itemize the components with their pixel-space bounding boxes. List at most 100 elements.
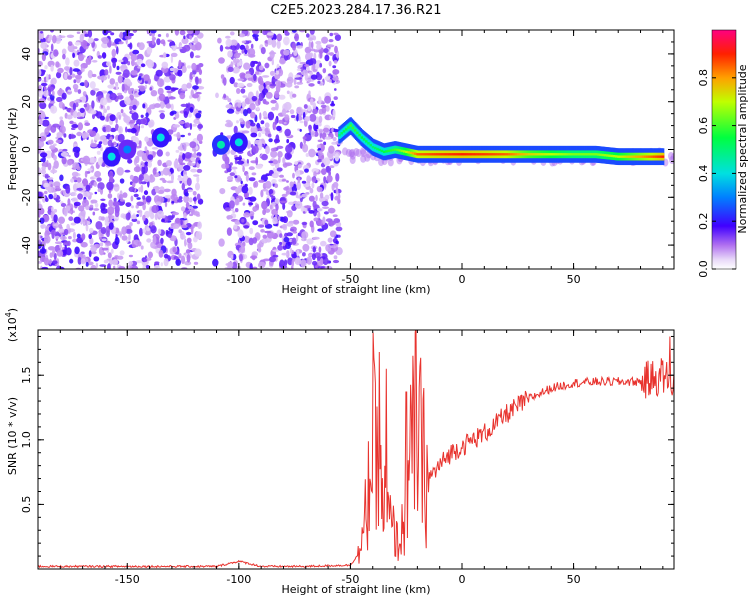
spectrogram-speckle	[273, 78, 278, 82]
spectrogram-speckle	[264, 208, 271, 213]
spectrogram-speckle	[310, 52, 313, 58]
spectrogram-speckle	[174, 161, 179, 169]
spectrogram-speckle	[90, 251, 97, 255]
spectrogram-speckle	[264, 127, 269, 133]
spectrogram-speckle	[124, 96, 131, 106]
spectrogram-speckle	[286, 250, 290, 259]
spectrogram-speckle	[130, 70, 138, 76]
spectrogram-ridge-core	[458, 153, 462, 156]
spectrogram-speckle	[226, 227, 232, 236]
spectrogram-speckle	[187, 65, 191, 69]
spectrogram-speckle	[227, 50, 233, 58]
spectrogram-speckle	[292, 231, 298, 234]
spectrogram-speckle	[171, 201, 175, 204]
spectrogram-speckle	[189, 34, 193, 40]
spectrogram-ridge-core	[581, 153, 585, 156]
spectrogram-speckle	[242, 163, 250, 167]
spectrogram-speckle	[159, 177, 166, 181]
spectrogram-speckle	[172, 247, 177, 253]
spectrogram-speckle	[258, 261, 266, 269]
spectrogram-xtick-label: -50	[341, 273, 359, 286]
spectrogram-speckle	[76, 182, 84, 188]
spectrogram-speckle	[45, 73, 49, 83]
spectrogram-ticks: -150 -100 -50 0 50 -40 -20 0 20 40	[20, 29, 674, 286]
spectrogram-speckle	[252, 237, 258, 244]
spectrogram-speckle	[332, 76, 339, 81]
spectrogram-speckle	[277, 244, 283, 251]
spectrogram-speckle	[309, 187, 314, 194]
spectrogram-blob	[123, 145, 132, 154]
spectrogram-speckle	[163, 76, 171, 83]
spectrogram-speckle	[253, 181, 257, 188]
spectrogram-ridge-core	[445, 153, 448, 156]
spectrogram-ridge-core	[657, 155, 660, 158]
spectrogram-speckle	[59, 244, 62, 249]
spectrogram-speckle	[73, 59, 80, 67]
spectrogram-speckle	[62, 103, 65, 111]
spectrogram-ridge-core	[568, 153, 571, 156]
spectrogram-speckle	[51, 90, 55, 96]
spectrogram-speckle	[195, 76, 199, 85]
spectrogram-speckle	[296, 58, 302, 63]
spectrogram-speckle	[131, 112, 139, 121]
spectrogram-speckle	[329, 245, 337, 249]
spectrogram-speckle	[302, 243, 310, 252]
spectrogram-speckle	[243, 62, 251, 70]
spectrogram-ridge-core	[409, 151, 413, 155]
spectrogram-speckle	[246, 158, 249, 165]
spectrogram-speckle	[149, 87, 153, 91]
spectrogram-speckle	[127, 158, 133, 164]
spectrogram-speckle	[298, 30, 306, 33]
spectrogram-speckle	[109, 114, 116, 122]
spectrogram-speckle	[183, 194, 190, 203]
spectrogram-speckle	[234, 208, 239, 213]
spectrogram-speckle	[239, 254, 243, 262]
spectrogram-speckle	[154, 264, 161, 269]
colorbar-tick-label: 0.2	[697, 212, 710, 230]
spectrogram-speckle	[96, 150, 101, 155]
spectrogram-speckle	[328, 79, 332, 83]
spectrogram-ridge-core	[382, 150, 386, 154]
spectrogram-speckle	[140, 125, 145, 129]
spectrogram-speckle	[103, 108, 108, 114]
spectrogram-speckle	[73, 201, 81, 207]
spectrogram-speckle	[279, 241, 283, 246]
spectrogram-speckle	[301, 180, 307, 184]
spectrogram-speckle	[169, 226, 177, 230]
spectrogram-ridge-core	[387, 149, 390, 153]
spectrogram-speckle	[334, 34, 341, 41]
spectrogram-speckle	[250, 43, 254, 49]
spectrogram-speckle	[90, 89, 96, 96]
spectrogram-speckle	[88, 250, 92, 258]
spectrogram-speckle	[179, 162, 186, 166]
spectrogram-speckle	[106, 105, 110, 111]
spectrogram-speckle	[164, 85, 172, 91]
spectrogram-speckles	[38, 30, 674, 269]
spectrogram-speckle	[189, 71, 194, 80]
spectrogram-speckle	[132, 30, 138, 33]
spectrogram-speckle	[87, 30, 93, 38]
spectrogram-speckle	[62, 53, 66, 60]
spectrogram-ridge-core	[617, 155, 620, 158]
spectrogram-speckle	[80, 258, 86, 265]
spectrogram-speckle	[252, 220, 259, 226]
spectrogram-speckle	[250, 255, 258, 259]
spectrogram-speckle	[107, 263, 111, 269]
spectrogram-speckle	[67, 240, 71, 247]
spectrogram-ridge-core	[619, 155, 622, 158]
spectrogram-speckle	[240, 180, 243, 185]
spectrogram-speckle	[318, 129, 323, 134]
spectrogram-speckle	[78, 205, 85, 212]
spectrogram-speckle	[252, 206, 258, 212]
spectrogram-speckle	[289, 191, 297, 196]
spectrogram-speckle	[274, 183, 279, 188]
spectrogram-speckle	[152, 235, 157, 245]
spectrogram-ridge-core	[420, 153, 424, 156]
snr-xtick-label: -100	[226, 573, 251, 586]
spectrogram-speckle	[146, 59, 154, 69]
spectrogram-speckle	[322, 68, 327, 74]
spectrogram-speckle	[136, 220, 141, 225]
spectrogram-speckle	[335, 240, 339, 245]
spectrogram-speckle	[195, 231, 203, 240]
spectrogram-speckle	[85, 262, 89, 267]
